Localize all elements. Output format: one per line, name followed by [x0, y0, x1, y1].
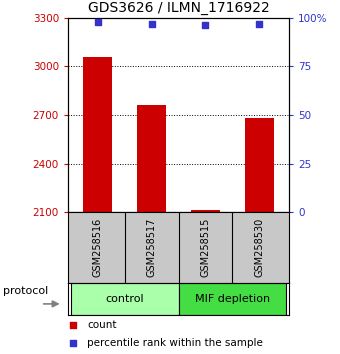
Text: protocol: protocol: [3, 286, 49, 296]
Point: [71, 322, 76, 328]
Bar: [71, 283, 178, 315]
Point: [149, 21, 154, 26]
Point: [71, 341, 76, 346]
Bar: [178, 283, 286, 315]
Bar: [83, 57, 113, 212]
Text: control: control: [105, 294, 144, 304]
Text: count: count: [87, 320, 117, 330]
Text: GSM258516: GSM258516: [92, 218, 103, 278]
Text: percentile rank within the sample: percentile rank within the sample: [87, 338, 263, 348]
Point: [203, 23, 208, 28]
Text: MIF depletion: MIF depletion: [195, 294, 270, 304]
Bar: [191, 210, 220, 212]
Text: GSM258517: GSM258517: [147, 218, 156, 278]
Point: [257, 21, 262, 26]
Text: GSM258530: GSM258530: [254, 218, 265, 278]
Title: GDS3626 / ILMN_1716922: GDS3626 / ILMN_1716922: [88, 1, 269, 15]
Text: GSM258515: GSM258515: [201, 218, 210, 278]
Bar: [244, 118, 274, 212]
Point: [95, 19, 100, 24]
Bar: [137, 105, 166, 212]
